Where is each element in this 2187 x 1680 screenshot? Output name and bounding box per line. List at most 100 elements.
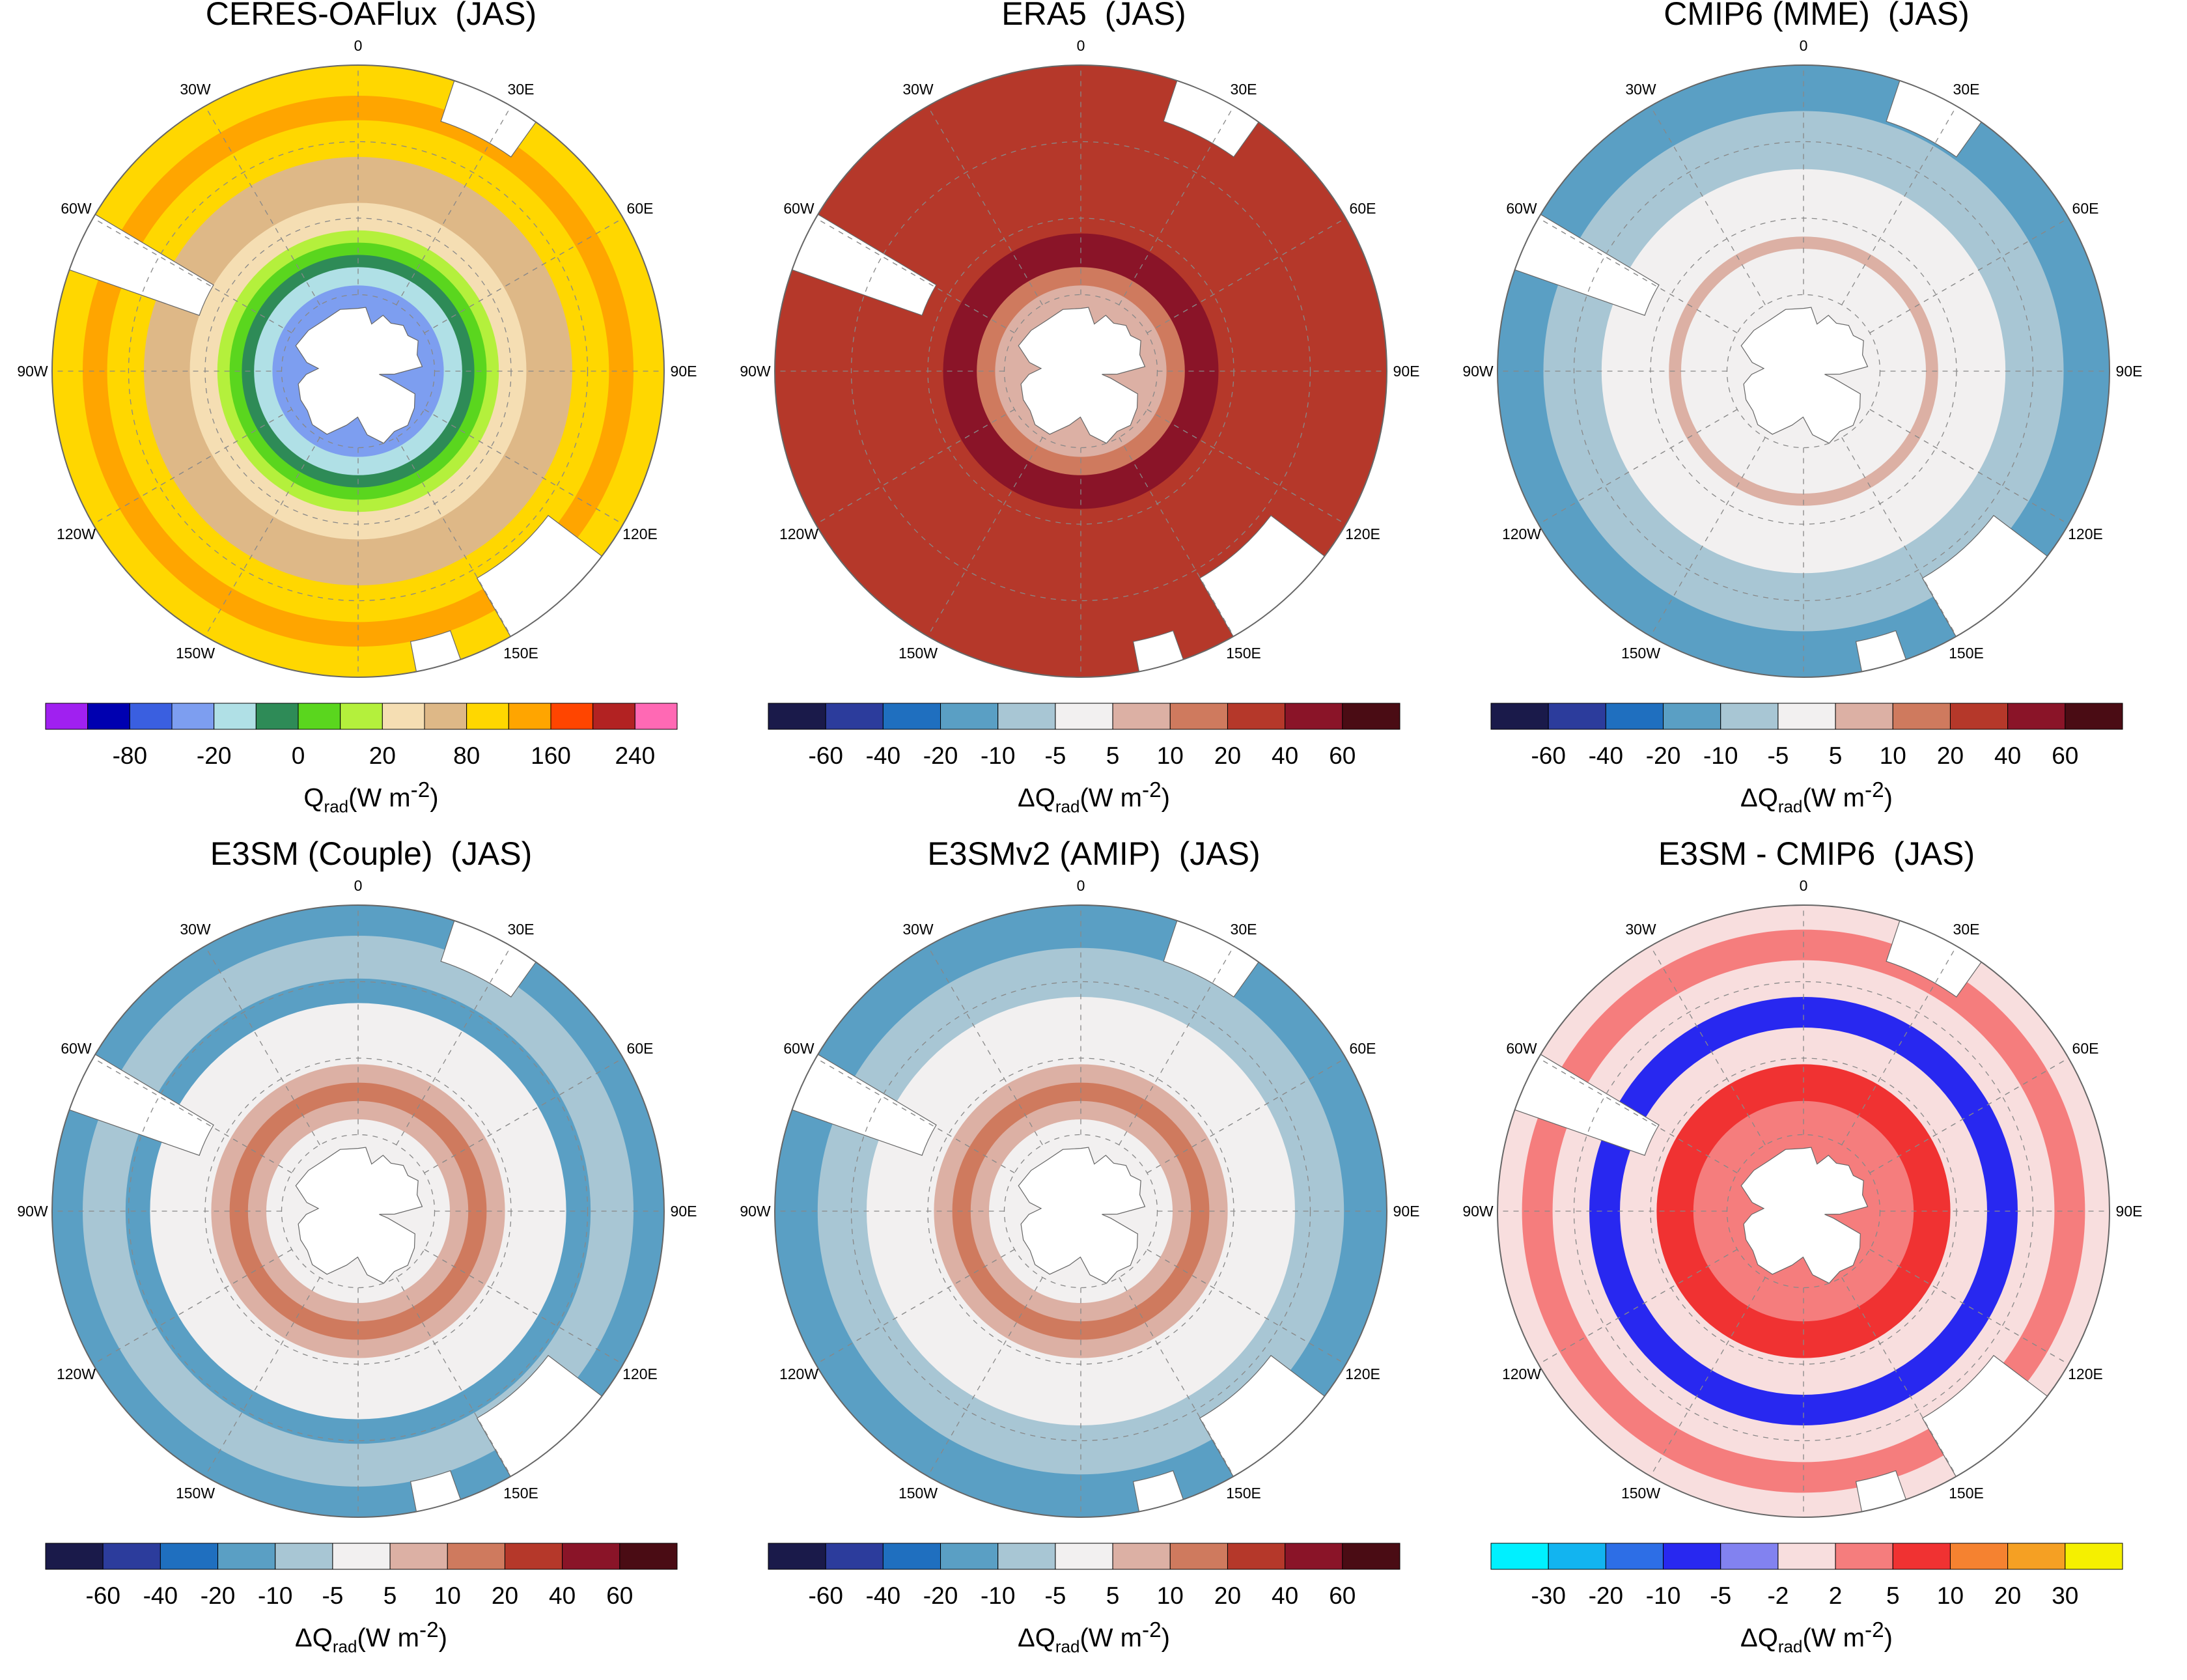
- panel-ceres-oaflux: CERES-OAFlux (JAS) 0 30E 60E 90E 120E 150E 180…: [13, 0, 729, 840]
- colorbar-label: ΔQrad(W m-2): [736, 778, 1452, 817]
- colorbar-tick-label: 10: [434, 1582, 461, 1609]
- meridian-8: [815, 409, 1015, 525]
- colorbar-tick-label: -10: [1703, 742, 1738, 769]
- colorbar-swatch-3: [1663, 703, 1721, 730]
- lon-label-150e: 150E: [503, 1485, 538, 1502]
- lon-label-120w: 120W: [779, 1365, 818, 1382]
- colorbar-tick-label: 40: [549, 1582, 576, 1609]
- lon-label-30e: 30E: [1953, 921, 1980, 938]
- lon-label-60w: 60W: [1506, 1040, 1537, 1057]
- antarctica-land: [1740, 307, 1869, 444]
- colorbar-swatch-1: [825, 1543, 884, 1570]
- colorbar-tick-label: -10: [981, 1582, 1015, 1609]
- lon-label-120w: 120W: [1502, 1365, 1541, 1382]
- units-exponent: -2: [1864, 1618, 1884, 1642]
- lon-label-60w: 60W: [1506, 200, 1537, 217]
- colorbar-swatch-5: [1777, 1543, 1836, 1570]
- colorbar-swatch-13: [592, 703, 635, 730]
- panel-title: E3SMv2 (AMIP) (JAS): [927, 835, 1261, 872]
- units-exponent: -2: [410, 778, 430, 802]
- lon-label-180: 180: [1068, 688, 1093, 690]
- colorbar-swatch-9: [1285, 1543, 1343, 1570]
- lon-label-150w: 150W: [1621, 645, 1660, 662]
- lon-label-60e: 60E: [1350, 1040, 1376, 1057]
- colorbar-swatch-3: [940, 1543, 999, 1570]
- colorbar-tick-label: -5: [1710, 1582, 1731, 1609]
- meridian-2: [1147, 217, 1346, 333]
- lon-label-180: 180: [346, 688, 370, 690]
- lon-label-0: 0: [1077, 37, 1085, 54]
- meridian-8: [92, 1249, 292, 1365]
- colorbar-swatch-2: [160, 1543, 219, 1570]
- colorbar-swatch-5: [1055, 703, 1113, 730]
- latitude-circle-2: [128, 981, 589, 1442]
- colorbar-tick-label: 20: [492, 1582, 518, 1609]
- colorbar-swatch-11: [508, 703, 551, 730]
- land-layer: [1508, 914, 2053, 1517]
- colorbar-swatch-7: [1169, 703, 1228, 730]
- lon-label-180: 180: [346, 1528, 370, 1530]
- colorbar-swatch-2: [882, 1543, 941, 1570]
- colorbar-tick-label: 5: [383, 1582, 397, 1609]
- colorbar-swatch-8: [1227, 1543, 1286, 1570]
- latitude-circle-2: [850, 981, 1311, 1442]
- colorbar-swatch-10: [2065, 703, 2123, 730]
- colorbar-tick-label: 60: [1329, 1582, 1356, 1609]
- latitude-circle-2: [1573, 981, 2034, 1442]
- antarctica-land: [1740, 1147, 1869, 1284]
- lon-label-60e: 60E: [2072, 1040, 2099, 1057]
- lon-label-0: 0: [354, 37, 363, 54]
- colorbar-label: ΔQrad(W m-2): [1458, 778, 2175, 817]
- colorbar-swatch-9: [2007, 1543, 2066, 1570]
- colorbar-tick-label: -30: [1531, 1582, 1565, 1609]
- lon-label-0: 0: [1077, 877, 1085, 894]
- meridian-8: [1538, 1249, 1738, 1365]
- colorbar-tick-label: 20: [369, 742, 396, 769]
- lon-label-180: 180: [1791, 688, 1816, 690]
- graticule: [52, 65, 664, 677]
- field-name: ΔQ: [1018, 783, 1055, 813]
- colorbar-swatch-4: [214, 703, 257, 730]
- lon-label-120e: 120E: [2068, 525, 2103, 542]
- colorbar-tick-label: -20: [923, 742, 958, 769]
- lon-label-90e: 90E: [671, 1203, 697, 1220]
- colorbar-swatch-6: [1112, 1543, 1171, 1570]
- colorbar-swatch-9: [562, 1543, 620, 1570]
- meridian-5: [396, 1277, 512, 1477]
- lon-label-90w: 90W: [740, 1203, 771, 1220]
- graticule: [1497, 905, 2110, 1517]
- units-text: (W m: [1080, 783, 1142, 813]
- meridian-7: [204, 437, 320, 637]
- colorbar-swatch-7: [1892, 703, 1951, 730]
- graticule: [1497, 65, 2110, 677]
- colorbar-swatch-6: [298, 703, 341, 730]
- meridian-4: [1147, 1249, 1346, 1365]
- colorbar-swatch-9: [1285, 703, 1343, 730]
- colorbar: -30 -20 -10 -5 -2 2 5 10 20 30: [1490, 1543, 2123, 1609]
- lon-label-120w: 120W: [779, 525, 818, 542]
- units-exponent: -2: [1864, 778, 1884, 802]
- meridian-5: [1841, 1277, 1957, 1477]
- colorbar-swatch-7: [340, 703, 383, 730]
- panel-era5: ERA5 (JAS) 0 30E 60E 90E 120E 150E 180 150W 120W…: [736, 0, 1452, 840]
- meridian-2: [424, 217, 624, 333]
- colorbar-swatch-0: [768, 1543, 826, 1570]
- lon-label-120w: 120W: [57, 1365, 96, 1382]
- meridian-11: [204, 945, 320, 1145]
- colorbar-swatch-7: [447, 1543, 505, 1570]
- colorbar-swatch-3: [1663, 1543, 1721, 1570]
- colorbar-swatch-3: [940, 703, 999, 730]
- lon-label-90e: 90E: [2116, 1203, 2143, 1220]
- colorbar-tick-label: 10: [1937, 1582, 1964, 1609]
- lon-label-30w: 30W: [180, 81, 211, 98]
- field-name: ΔQ: [1740, 783, 1778, 813]
- field-name: ΔQ: [1018, 1623, 1055, 1653]
- colorbar-swatch-4: [997, 1543, 1056, 1570]
- lon-label-120w: 120W: [57, 525, 96, 542]
- lon-label-150w: 150W: [176, 645, 215, 662]
- meridian-11: [927, 105, 1043, 305]
- colorbar-swatch-2: [882, 703, 941, 730]
- lon-label-30w: 30W: [902, 81, 934, 98]
- meridian-2: [1869, 1057, 2069, 1173]
- colorbar-tick-label: -10: [1646, 1582, 1680, 1609]
